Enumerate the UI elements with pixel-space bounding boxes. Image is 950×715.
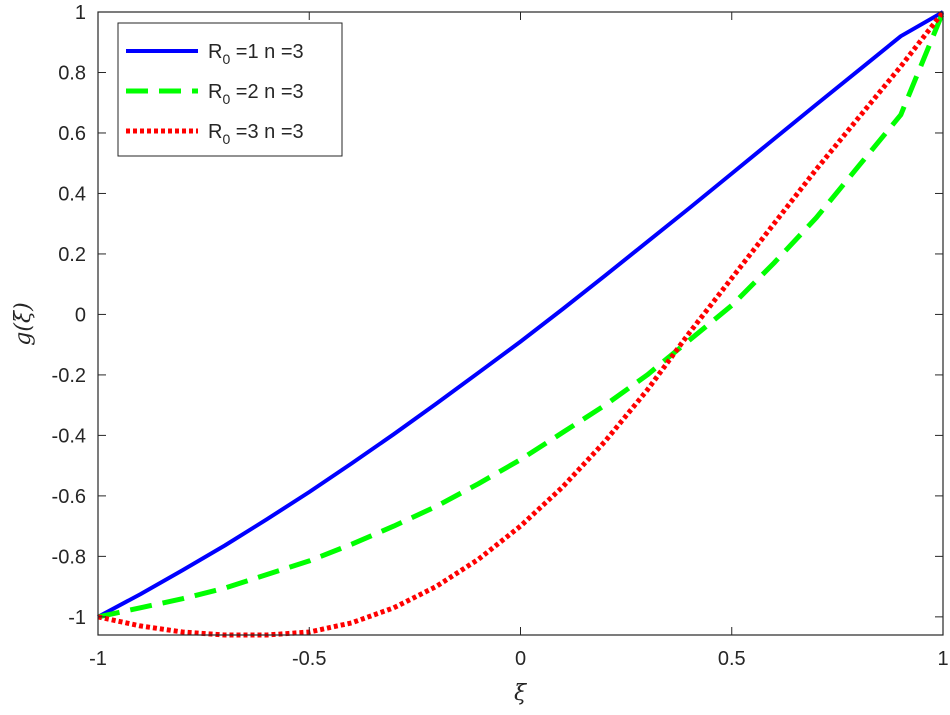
x-tick-label: 0 [515,648,526,670]
y-tick-label: 0 [75,304,86,326]
x-axis-label: ξ [514,681,528,706]
y-tick-label: 0.4 [58,183,86,205]
y-axis-label: g(ξ) [11,302,36,345]
legend-label-1: R0 =1 n =3 [208,41,304,67]
x-tick-label: 1 [937,648,948,670]
y-tick-label: -0.2 [52,365,86,387]
y-tick-label: 0.6 [58,123,86,145]
y-tick-label: -0.4 [52,425,86,447]
series-line-1 [97,10,944,619]
x-tick-label: -0.5 [292,648,326,670]
x-tick-label: -1 [89,648,107,670]
y-tick-label: -0.8 [52,546,86,568]
legend-label-3: R0 =3 n =3 [208,121,304,147]
legend-label-2: R0 =2 n =3 [208,81,304,107]
y-tick-label: 1 [75,2,86,24]
y-tick-label: 0.2 [58,244,86,266]
y-tick-label: 0.8 [58,62,86,84]
legend-box [117,22,343,157]
series-line-2 [97,11,946,620]
axes-layer [97,11,944,636]
x-tick-label: 0.5 [718,648,746,670]
tick-label-layer: -1 -0.5 0 0.5 1 -1 -0.8 -0.6 -0.4 -0.2 0 0.2 0.4 0.6 0… [52,2,949,670]
y-tick-label: -1 [68,607,86,629]
legend: R0 =1 n =3 R0 =2 n =3 R0 =3 n =3 [117,22,343,157]
y-tick-label: -0.6 [52,486,86,508]
